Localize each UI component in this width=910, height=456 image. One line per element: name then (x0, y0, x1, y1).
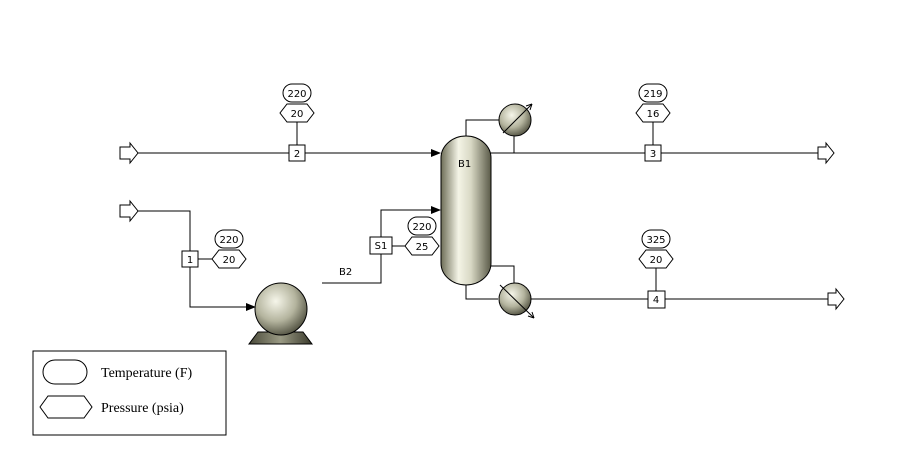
stream-1-temperature-oval (214, 229, 244, 249)
stream-S1-pressure-hexagon (404, 236, 440, 256)
legend-temperature-label: Temperature (F) (101, 366, 192, 381)
stream-4-id: 4 (653, 295, 659, 306)
stream-S1-tags: 220 25 (404, 216, 440, 256)
product-arrow-stream-3[interactable] (817, 141, 835, 165)
condenser-vapor-line (465, 119, 500, 138)
stream-3-temperature-oval (638, 83, 668, 103)
stream-3-id: 3 (650, 149, 656, 160)
stream-3-pressure-hexagon (635, 103, 671, 123)
reboiler-feed-line (490, 265, 515, 284)
distillation-column-B1[interactable] (440, 135, 492, 286)
pump-B2-icon[interactable] (254, 282, 308, 336)
stream-2-id: 2 (294, 149, 300, 160)
stream-S1-id: S1 (375, 241, 388, 252)
stream-3-pressure: 16 (647, 109, 660, 120)
stream-4-temperature-oval (641, 229, 671, 249)
stream-2-temperature: 220 (287, 89, 306, 100)
stream-2-id-box[interactable]: 2 (288, 144, 306, 162)
bottoms-line (465, 283, 498, 300)
stream-3-tags: 219 16 (635, 83, 671, 123)
reboiler-arrowhead (527, 311, 535, 319)
stream-4-pressure-hexagon (638, 249, 674, 269)
legend: Temperature (F) Pressure (psia) (32, 350, 227, 436)
legend-pressure-label: Pressure (psia) (101, 401, 184, 416)
stream-S1-temperature: 220 (412, 222, 431, 233)
stream-S1-pressure: 25 (416, 242, 429, 253)
stream-1-id-box[interactable]: 1 (181, 250, 199, 268)
condenser-return-line (490, 136, 515, 154)
stream-S1-temperature-oval (407, 216, 437, 236)
condenser-icon[interactable] (498, 103, 532, 137)
stream-S1-id-box[interactable]: S1 (369, 236, 393, 255)
stream-2-pressure: 20 (291, 109, 304, 120)
feed-arrow-stream-1[interactable] (119, 199, 139, 223)
legend-pressure-hexagon (39, 395, 93, 419)
stream-1-tags: 220 20 (211, 229, 247, 269)
stream-1-pressure-hexagon (211, 249, 247, 269)
stream-4-tags: 325 20 (638, 229, 674, 269)
condenser-slash (502, 103, 533, 134)
stream-3-temperature: 219 (643, 89, 662, 100)
stream-1-temperature: 220 (219, 235, 238, 246)
stream-4-pressure: 20 (650, 255, 663, 266)
reboiler-slash (499, 284, 535, 319)
pump-label: B2 (339, 267, 352, 278)
stream-1-pressure: 20 (223, 255, 236, 266)
stream-4-temperature: 325 (646, 235, 665, 246)
feed-arrow-stream-2[interactable] (119, 141, 139, 165)
stream-2-temperature-oval (282, 83, 312, 103)
stream-4-id-box[interactable]: 4 (647, 290, 666, 309)
column-label: B1 (458, 159, 471, 170)
legend-temperature-oval (42, 359, 88, 385)
stream-2-tags: 220 20 (279, 83, 315, 123)
product-arrow-stream-4[interactable] (827, 287, 845, 311)
stream-2-pressure-hexagon (279, 103, 315, 123)
stream-1-id: 1 (187, 255, 193, 266)
condenser-arrowhead (525, 103, 533, 111)
stream-3-id-box[interactable]: 3 (644, 144, 662, 162)
